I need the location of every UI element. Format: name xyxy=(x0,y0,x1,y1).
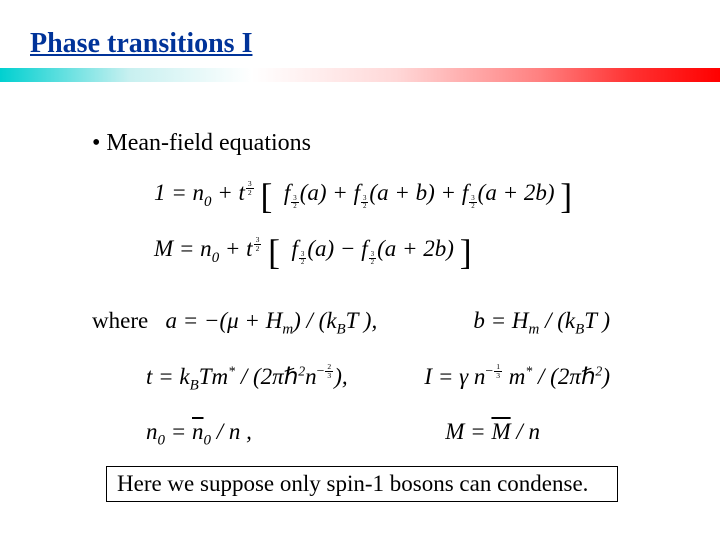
bullet-mean-field: • Mean-field equations xyxy=(92,130,660,157)
content-area: • Mean-field equations 1 = n0 + t32 [ f3… xyxy=(0,82,720,452)
where-row-3: n0 = n0 / n , M = M / n xyxy=(146,415,660,452)
equation-1: 1 = n0 + t32 [ f32(a) + f32(a + b) + f32… xyxy=(154,171,660,223)
equation-2: M = n0 + t32 [ f32(a) − f32(a + 2b) ] xyxy=(154,227,660,279)
where-row-1: where a = −(μ + Hm) / (kBT ), b = Hm / (… xyxy=(92,304,660,341)
page-title: Phase transitions I xyxy=(30,28,252,59)
where-row-2: t = kBTm* / (2πℏ2n−23), I = γ n−13 m* / … xyxy=(146,360,660,397)
header-gradient-bar xyxy=(0,68,720,82)
equation-block: 1 = n0 + t32 [ f32(a) + f32(a + b) + f32… xyxy=(92,171,660,452)
footer-note: Here we suppose only spin-1 bosons can c… xyxy=(106,466,618,502)
